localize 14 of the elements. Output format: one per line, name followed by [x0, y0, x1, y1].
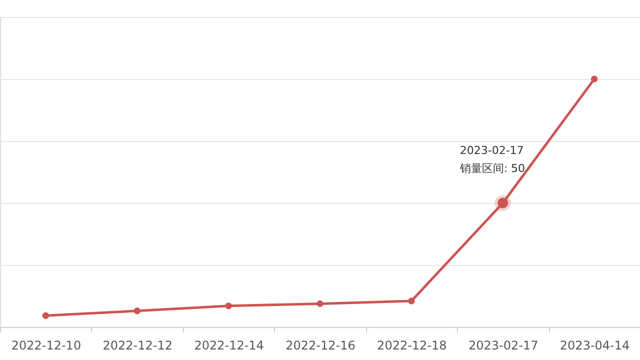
x-tick-label: 2022-12-10: [11, 338, 82, 352]
x-tick-label: 2022-12-18: [377, 338, 447, 352]
point: [408, 298, 415, 304]
point: [225, 302, 232, 310]
point: [316, 300, 324, 308]
x-tick-label: 2023-04-14: [560, 338, 630, 352]
x-tick-label: 2022-12-16: [286, 338, 356, 352]
point: [42, 312, 50, 319]
x-tick-label: 2022-12-14: [194, 338, 264, 352]
point: [590, 76, 598, 82]
x-tick-label: 2022-12-12: [102, 338, 173, 352]
x-tick-label: 2023-02-17: [468, 338, 538, 352]
annotation: 2023-02-17 销量区间: 50: [458, 144, 526, 175]
point: [134, 308, 140, 314]
